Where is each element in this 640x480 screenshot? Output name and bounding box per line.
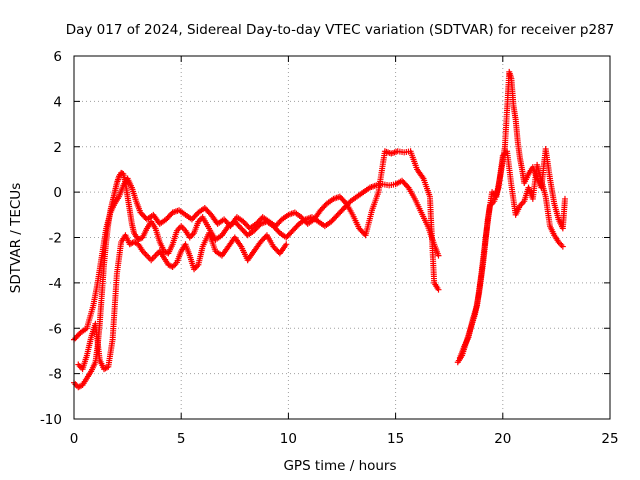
series-p287-lower bbox=[75, 229, 290, 373]
x-tick-label: 15 bbox=[387, 431, 404, 447]
x-tick-label: 0 bbox=[70, 431, 79, 447]
axes: 0 5 10 15 20 25 -10 -8 -6 -4 -2 0 2 4 6 bbox=[40, 49, 619, 447]
x-tick-label: 5 bbox=[177, 431, 186, 447]
data-point bbox=[435, 286, 442, 293]
y-tick-label: -8 bbox=[49, 367, 62, 383]
series-p287-upper bbox=[71, 148, 442, 343]
grid bbox=[74, 56, 610, 419]
data-point bbox=[435, 252, 442, 259]
chart-title: Day 017 of 2024, Sidereal Day-to-day VTE… bbox=[66, 22, 615, 38]
data-point bbox=[404, 183, 411, 190]
data-point bbox=[561, 195, 568, 202]
y-tick-label: -2 bbox=[49, 231, 62, 247]
data-point bbox=[559, 243, 566, 250]
x-tick-label: 10 bbox=[280, 431, 297, 447]
x-tick-label: 25 bbox=[601, 431, 618, 447]
y-tick-label: 2 bbox=[53, 140, 62, 156]
y-axis-label: SDTVAR / TECUs bbox=[8, 183, 24, 293]
data-markers bbox=[71, 68, 568, 391]
x-axis-label: GPS time / hours bbox=[283, 458, 396, 474]
data-point bbox=[342, 199, 349, 206]
y-tick-label: -6 bbox=[49, 321, 62, 337]
y-tick-label: -10 bbox=[40, 412, 62, 428]
y-tick-label: 0 bbox=[53, 185, 62, 201]
series-p287-late-b bbox=[456, 148, 566, 361]
y-tick-label: -4 bbox=[49, 276, 62, 292]
x-tick-label: 20 bbox=[494, 431, 511, 447]
y-tick-label: 4 bbox=[53, 94, 62, 110]
series-p287-main bbox=[71, 169, 442, 391]
y-tick-label: 6 bbox=[53, 49, 62, 65]
data-point bbox=[283, 241, 290, 248]
